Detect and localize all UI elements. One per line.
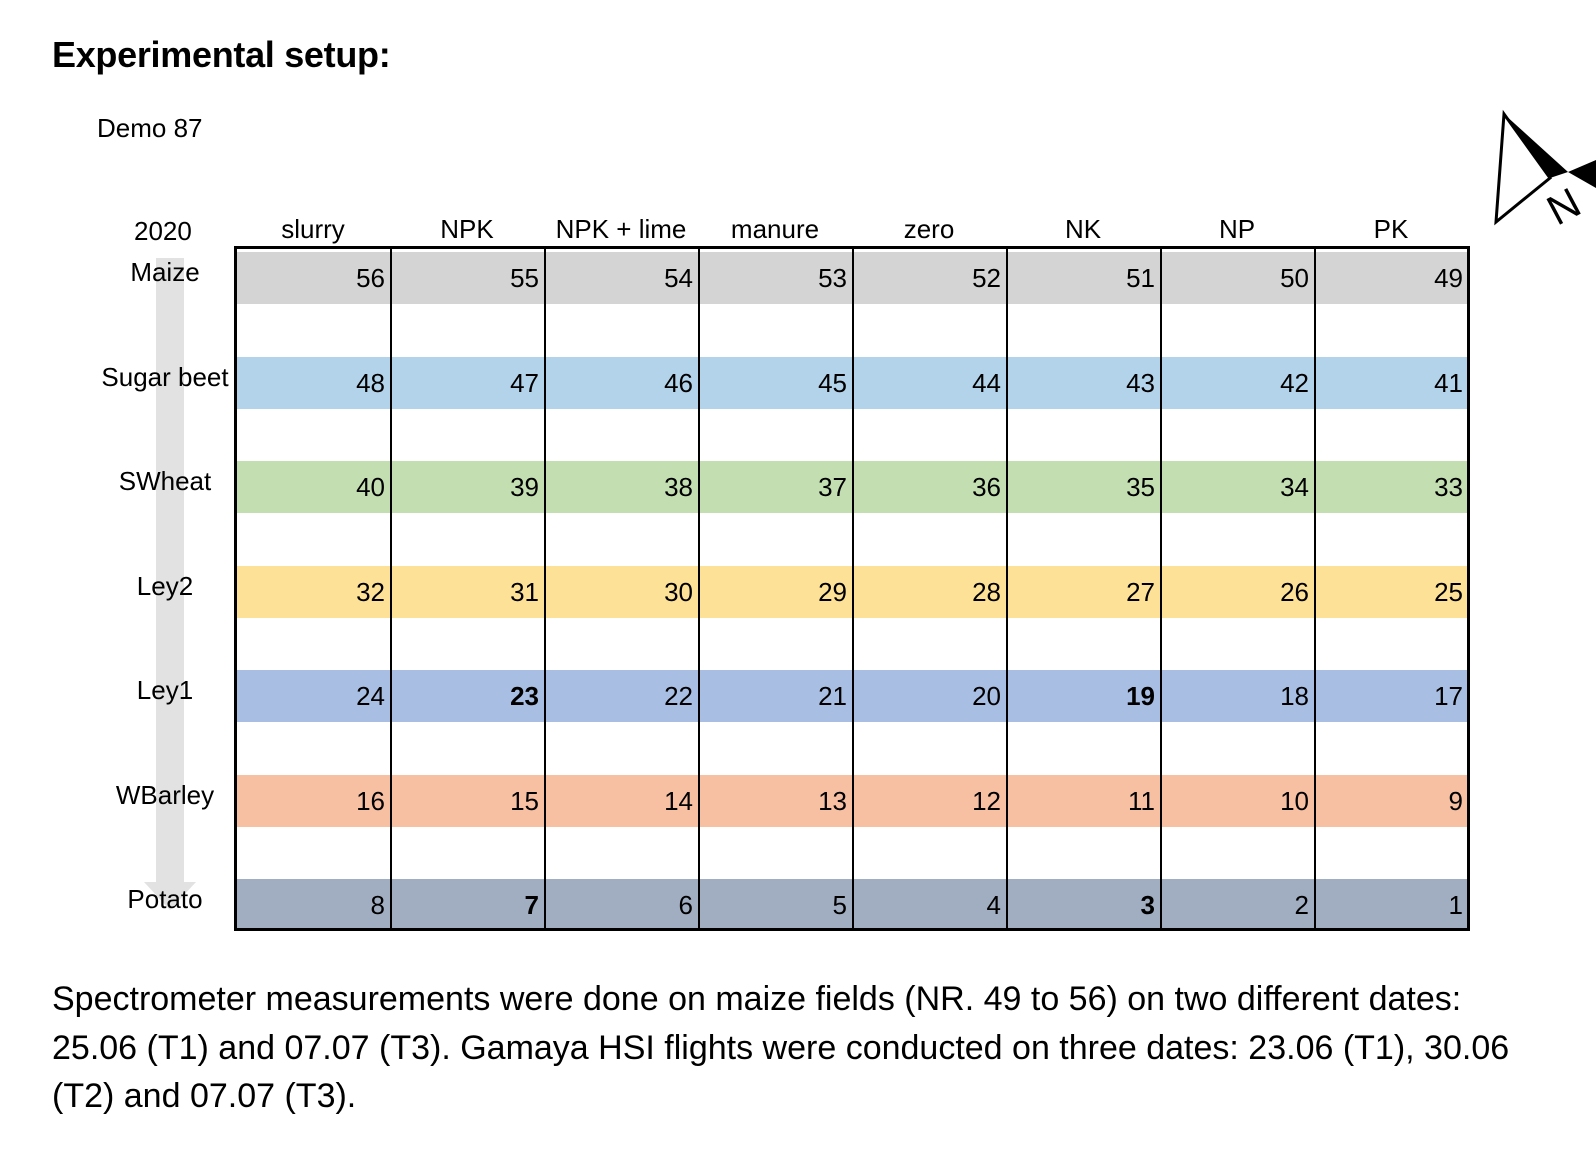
plot-number: 52 xyxy=(972,263,1001,293)
plot-number: 33 xyxy=(1434,472,1463,502)
plot-number: 5 xyxy=(832,890,847,920)
crop-label: Potato xyxy=(127,884,203,914)
plot-number: 37 xyxy=(818,472,847,502)
plot-number: 35 xyxy=(1126,472,1155,502)
plot-number: 45 xyxy=(818,367,847,398)
plot-number: 26 xyxy=(1280,576,1309,607)
treatment-header-row: slurry NPK NPK + lime manure zero NK NP PK xyxy=(236,214,1468,246)
plot-number: 19 xyxy=(1126,681,1155,711)
crop-label: SWheat xyxy=(118,466,212,496)
column-header: NP xyxy=(1218,214,1256,244)
plot-number: 34 xyxy=(1280,472,1309,502)
plot-number: 13 xyxy=(818,785,847,816)
plot-number: 31 xyxy=(510,576,539,607)
north-arrow-icon: N xyxy=(1494,109,1596,234)
plot-number: 32 xyxy=(356,576,385,607)
crop-label: Ley1 xyxy=(136,675,194,705)
plot-number: 12 xyxy=(972,785,1001,816)
crop-label: Sugar beet xyxy=(101,361,229,392)
column-divider xyxy=(544,249,546,928)
plot-number: 40 xyxy=(356,472,385,502)
plot-number: 53 xyxy=(818,263,847,293)
plot-number: 36 xyxy=(972,472,1001,502)
plot-number: 43 xyxy=(1126,367,1155,398)
column-divider xyxy=(390,249,392,928)
caption-text: Spectrometer measurements were done on m… xyxy=(52,980,1510,1115)
plot-number: 3 xyxy=(1140,890,1155,920)
column-divider xyxy=(1314,249,1316,928)
demo-label: Demo 87 xyxy=(97,113,203,143)
plot-number: 7 xyxy=(524,890,539,920)
plot-number: 51 xyxy=(1126,263,1155,293)
plot-number: 47 xyxy=(510,367,539,398)
plot-number: 8 xyxy=(370,890,385,920)
column-divider xyxy=(1006,249,1008,928)
plot-number: 54 xyxy=(664,263,693,293)
plot-number: 6 xyxy=(678,890,693,920)
plot-grid: 56 55 54 53 52 51 50 49 48 47 46 45 44 43 42 41 40 39 38 37… xyxy=(234,246,1470,931)
crop-label: Ley2 xyxy=(136,570,194,601)
plot-number: 4 xyxy=(986,890,1001,920)
plot-number: 30 xyxy=(664,576,693,607)
column-header: NPK xyxy=(440,214,494,244)
page-heading: Experimental setup: xyxy=(52,34,391,75)
plot-number: 22 xyxy=(664,681,693,711)
column-header: slurry xyxy=(281,214,345,244)
plot-number: 21 xyxy=(818,681,847,711)
crop-label: WBarley xyxy=(115,779,215,810)
plot-number: 42 xyxy=(1280,367,1309,398)
plot-number: 41 xyxy=(1434,367,1463,398)
column-header: NPK + lime xyxy=(555,214,687,244)
plot-number: 39 xyxy=(510,472,539,502)
plot-number: 24 xyxy=(356,681,385,711)
plot-number: 1 xyxy=(1448,890,1463,920)
crop-label: Maize xyxy=(130,257,200,287)
plot-number: 55 xyxy=(510,263,539,293)
plot-number: 50 xyxy=(1280,263,1309,293)
column-divider xyxy=(698,249,700,928)
plot-number: 20 xyxy=(972,681,1001,711)
plot-number: 27 xyxy=(1126,576,1155,607)
plot-number: 10 xyxy=(1280,785,1309,816)
column-header: zero xyxy=(903,214,955,244)
column-header: manure xyxy=(730,214,820,244)
plot-number: 48 xyxy=(356,367,385,398)
plot-number: 44 xyxy=(972,367,1001,398)
plot-number: 9 xyxy=(1448,785,1463,816)
plot-number: 29 xyxy=(818,576,847,607)
plot-number: 2 xyxy=(1294,890,1309,920)
plot-number: 17 xyxy=(1434,681,1463,711)
plot-number: 25 xyxy=(1434,576,1463,607)
plot-number: 23 xyxy=(510,681,539,711)
plot-number: 16 xyxy=(356,785,385,816)
plot-number: 49 xyxy=(1434,263,1463,293)
column-header: NK xyxy=(1064,214,1102,244)
column-divider xyxy=(852,249,854,928)
column-header: PK xyxy=(1373,214,1409,244)
plot-number: 11 xyxy=(1128,785,1155,816)
plot-number: 46 xyxy=(664,367,693,398)
column-divider xyxy=(1160,249,1162,928)
plot-number: 15 xyxy=(510,785,539,816)
plot-number: 14 xyxy=(664,785,693,816)
plot-number: 18 xyxy=(1280,681,1309,711)
crop-rotation-arrow-icon xyxy=(144,258,196,910)
plot-number: 28 xyxy=(972,576,1001,607)
plot-number: 56 xyxy=(356,263,385,293)
year-label: 2020 xyxy=(134,216,192,246)
plot-number: 38 xyxy=(664,472,693,502)
north-label: N xyxy=(1539,178,1588,234)
